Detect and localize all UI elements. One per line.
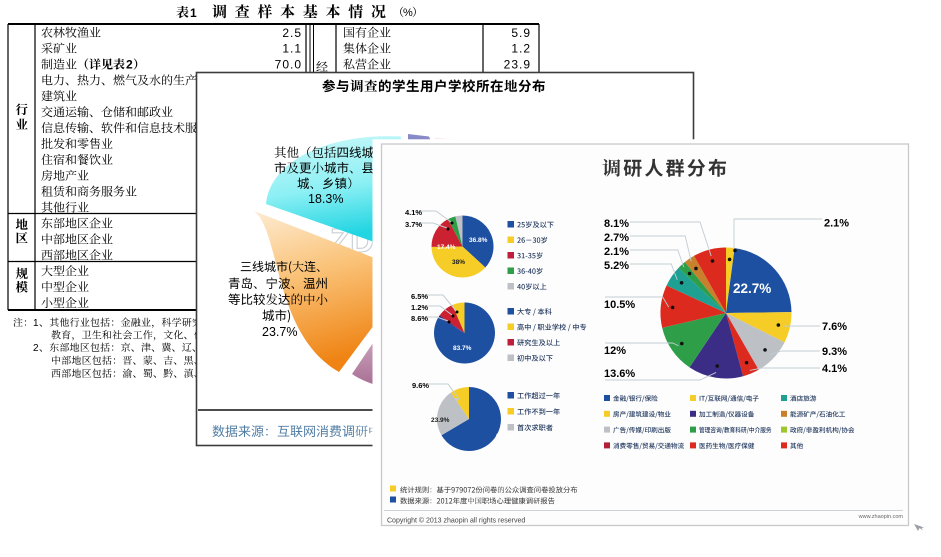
svg-text:4.1%: 4.1% — [822, 363, 847, 375]
svg-text:23.9: 23.9 — [504, 58, 531, 72]
svg-text:8.6%: 8.6% — [411, 314, 428, 323]
svg-text:1.2: 1.2 — [511, 42, 531, 56]
svg-text:22.7%: 22.7% — [733, 281, 771, 296]
svg-text:8.1%: 8.1% — [604, 218, 629, 230]
svg-text:2.7%: 2.7% — [604, 232, 629, 244]
svg-text:2.5: 2.5 — [282, 26, 302, 40]
svg-text:83.7%: 83.7% — [453, 345, 472, 352]
svg-text:www.zhaopin.com: www.zhaopin.com — [858, 514, 904, 520]
svg-text:1: 1 — [190, 6, 197, 20]
svg-text:17.4%: 17.4% — [437, 244, 456, 251]
svg-text:23.7%: 23.7% — [262, 325, 297, 339]
svg-text:13.6%: 13.6% — [604, 368, 635, 380]
svg-text:2.1%: 2.1% — [604, 246, 629, 258]
svg-text:36.8%: 36.8% — [469, 237, 488, 244]
svg-text:5.2%: 5.2% — [604, 260, 629, 272]
svg-text:6.5%: 6.5% — [411, 292, 428, 301]
svg-text:38%: 38% — [452, 259, 465, 266]
svg-text:66.5%: 66.5% — [496, 433, 515, 440]
svg-text:4.1%: 4.1% — [405, 208, 422, 217]
svg-text:12%: 12% — [604, 345, 626, 357]
svg-text:23.9%: 23.9% — [431, 417, 450, 424]
svg-text:2.1%: 2.1% — [824, 218, 849, 230]
svg-text:1: 1 — [33, 318, 39, 329]
svg-text:1.1: 1.1 — [282, 42, 302, 56]
svg-text:9.6%: 9.6% — [412, 381, 429, 390]
svg-text:18.3%: 18.3% — [308, 192, 343, 206]
svg-text:7.6%: 7.6% — [822, 321, 847, 333]
svg-text:5.9: 5.9 — [511, 26, 531, 40]
svg-text:%: % — [403, 7, 413, 19]
svg-text:3.7%: 3.7% — [405, 220, 422, 229]
svg-text:1.2%: 1.2% — [411, 303, 428, 312]
svg-text:2: 2 — [33, 343, 39, 354]
svg-text:2: 2 — [126, 58, 133, 72]
svg-text:70.0: 70.0 — [275, 58, 302, 72]
svg-text:Copyright © 2013 zhaopin all r: Copyright © 2013 zhaopin all rights rese… — [387, 517, 525, 525]
svg-text:10.5%: 10.5% — [604, 299, 635, 311]
svg-text:9.3%: 9.3% — [822, 346, 847, 358]
